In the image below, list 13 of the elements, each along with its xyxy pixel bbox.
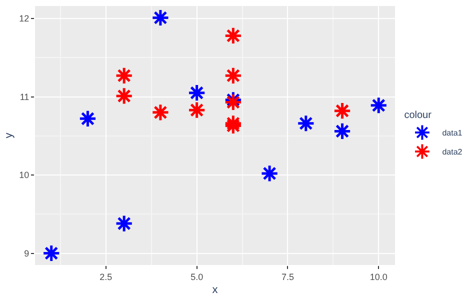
x-tick-label: 2.5 bbox=[100, 272, 112, 282]
legend-label: data1 bbox=[442, 128, 463, 138]
x-tick-label: 5.0 bbox=[190, 272, 204, 282]
legend-title: colour bbox=[404, 110, 432, 121]
y-axis-title: y bbox=[2, 132, 15, 138]
y-tick-label: 9 bbox=[24, 248, 30, 258]
y-tick-label: 10 bbox=[19, 170, 30, 180]
y-tick-label: 12 bbox=[19, 14, 30, 24]
x-tick-label: 10.0 bbox=[370, 272, 388, 282]
y-tick-label: 11 bbox=[20, 92, 30, 102]
x-axis-title: x bbox=[212, 284, 218, 296]
x-tick-label: 7.5 bbox=[281, 272, 294, 282]
legend-label: data2 bbox=[442, 148, 463, 157]
